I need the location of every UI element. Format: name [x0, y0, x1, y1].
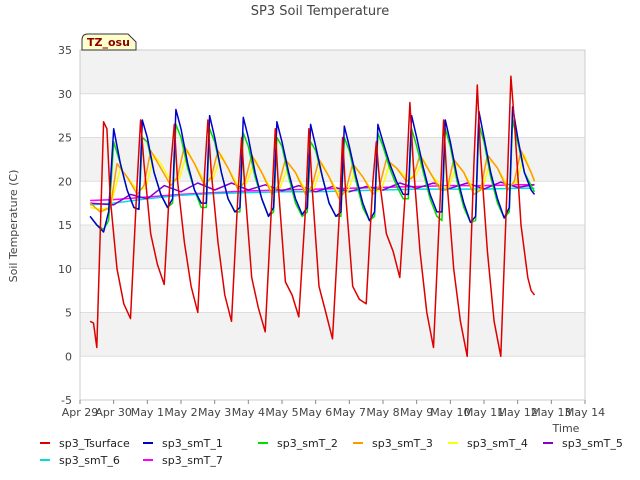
y-tick-label: 20 [58, 175, 72, 188]
x-axis-label: Time [552, 422, 580, 435]
legend-label-sp3_smT_5: sp3_smT_5 [562, 437, 623, 450]
x-tick-label: May 14 [565, 406, 605, 419]
legend-label-sp3_smT_7: sp3_smT_7 [162, 454, 223, 467]
x-tick-label: May 3 [198, 406, 231, 419]
x-tick-label: May 8 [366, 406, 399, 419]
series-lines [89, 75, 536, 358]
x-tick-label: Apr 30 [95, 406, 132, 419]
y-tick-label: -5 [61, 394, 72, 407]
x-tick-label: May 7 [333, 406, 366, 419]
y-tick-label: 25 [58, 132, 72, 145]
legend-label-sp3_smT_2: sp3_smT_2 [277, 437, 338, 450]
legend-label-sp3_smT_3: sp3_smT_3 [372, 437, 433, 450]
series-line-sp3_Tsurface [89, 75, 536, 358]
y-tick-label: 5 [65, 307, 72, 320]
y-tick-label: 35 [58, 44, 72, 57]
x-tick-label: May 10 [430, 406, 470, 419]
legend: sp3_Tsurface sp3_smT_1 sp3_smT_2 sp3_smT_3 s… [40, 437, 623, 467]
chart-title: SP3 Soil Temperature [251, 4, 389, 19]
x-tick-label: May 2 [164, 406, 197, 419]
legend-label-sp3_smT_6: sp3_smT_6 [59, 454, 120, 467]
badge-label: TZ_osu [87, 36, 130, 49]
x-tick-label: May 5 [265, 406, 298, 419]
background-band [80, 50, 585, 94]
x-tick-label: May 4 [232, 406, 265, 419]
background-band [80, 225, 585, 269]
y-tick-label: 10 [58, 263, 72, 276]
background-band [80, 93, 585, 138]
x-tick-label: May 1 [131, 406, 164, 419]
y-tick-label: 15 [58, 219, 72, 232]
legend-label-sp3_smT_1: sp3_smT_1 [162, 437, 223, 450]
legend-label-sp3_smT_4: sp3_smT_4 [467, 437, 528, 450]
y-tick-label: 30 [58, 88, 72, 101]
plot-frame [79, 49, 586, 401]
station-badge: TZ_osu [81, 33, 137, 51]
x-tick-label: May 13 [531, 406, 571, 419]
background-band [80, 356, 585, 400]
legend-label-sp3_Tsurface: sp3_Tsurface [59, 437, 130, 450]
x-tick-label: May 12 [498, 406, 538, 419]
x-tick-label: Apr 29 [62, 406, 99, 419]
background-band [80, 268, 585, 313]
x-tick-label: May 11 [464, 406, 504, 419]
plot-background [80, 50, 585, 400]
x-tick-label: May 9 [400, 406, 433, 419]
y-axis-ticks: -5 0 5 10 15 20 25 30 35 [58, 44, 72, 407]
x-tick-label: May 6 [299, 406, 332, 419]
y-tick-label: 0 [65, 350, 72, 363]
y-axis-label: Soil Temperature (C) [7, 170, 20, 283]
